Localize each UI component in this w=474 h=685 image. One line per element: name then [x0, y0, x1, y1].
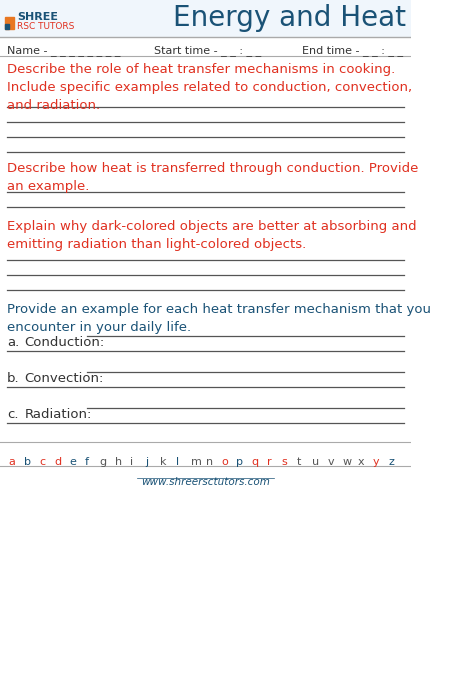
Text: l: l: [176, 457, 179, 467]
Text: z: z: [388, 457, 394, 467]
Text: n: n: [206, 457, 213, 467]
Text: b: b: [24, 457, 31, 467]
Text: Describe the role of heat transfer mechanisms in cooking.
Include specific examp: Describe the role of heat transfer mecha…: [7, 63, 412, 112]
Text: Name - _ _ _ _ _ _ _ _: Name - _ _ _ _ _ _ _ _: [7, 45, 120, 56]
Text: SHREE: SHREE: [18, 12, 58, 22]
Bar: [5, 17, 14, 29]
Text: e: e: [69, 457, 76, 467]
Text: Radiation:: Radiation:: [24, 408, 91, 421]
Text: j: j: [146, 457, 148, 467]
Text: t: t: [297, 457, 301, 467]
Text: d: d: [54, 457, 61, 467]
Text: b.: b.: [7, 372, 19, 385]
Text: i: i: [130, 457, 133, 467]
Text: www.shreersctutors.com: www.shreersctutors.com: [141, 477, 270, 487]
Text: h: h: [115, 457, 122, 467]
Text: RSC TUTORS: RSC TUTORS: [18, 22, 75, 31]
Text: c.: c.: [7, 408, 18, 421]
Text: m: m: [191, 457, 202, 467]
Text: q: q: [252, 457, 259, 467]
Text: Explain why dark-colored objects are better at absorbing and
emitting radiation : Explain why dark-colored objects are bet…: [7, 220, 417, 251]
Text: Conduction:: Conduction:: [24, 336, 105, 349]
Text: g: g: [100, 457, 107, 467]
Text: Start time - _ _ : _ _: Start time - _ _ : _ _: [155, 45, 262, 56]
Text: Convection:: Convection:: [24, 372, 104, 385]
Text: x: x: [358, 457, 365, 467]
Text: r: r: [267, 457, 271, 467]
Bar: [5, 24, 9, 29]
Text: a: a: [9, 457, 16, 467]
Text: Provide an example for each heat transfer mechanism that you
encounter in your d: Provide an example for each heat transfe…: [7, 303, 431, 334]
Text: u: u: [312, 457, 319, 467]
Text: f: f: [84, 457, 89, 467]
Text: a.: a.: [7, 336, 19, 349]
Text: p: p: [237, 457, 243, 467]
Text: o: o: [221, 457, 228, 467]
Text: w: w: [343, 457, 352, 467]
Text: v: v: [328, 457, 334, 467]
Text: s: s: [282, 457, 288, 467]
Text: Describe how heat is transferred through conduction. Provide
an example.: Describe how heat is transferred through…: [7, 162, 419, 193]
Text: End time - _ _ : _ _: End time - _ _ : _ _: [302, 45, 403, 56]
FancyBboxPatch shape: [0, 0, 411, 37]
Text: c: c: [39, 457, 45, 467]
Text: y: y: [373, 457, 380, 467]
Text: k: k: [161, 457, 167, 467]
Text: Energy and Heat: Energy and Heat: [173, 4, 406, 32]
